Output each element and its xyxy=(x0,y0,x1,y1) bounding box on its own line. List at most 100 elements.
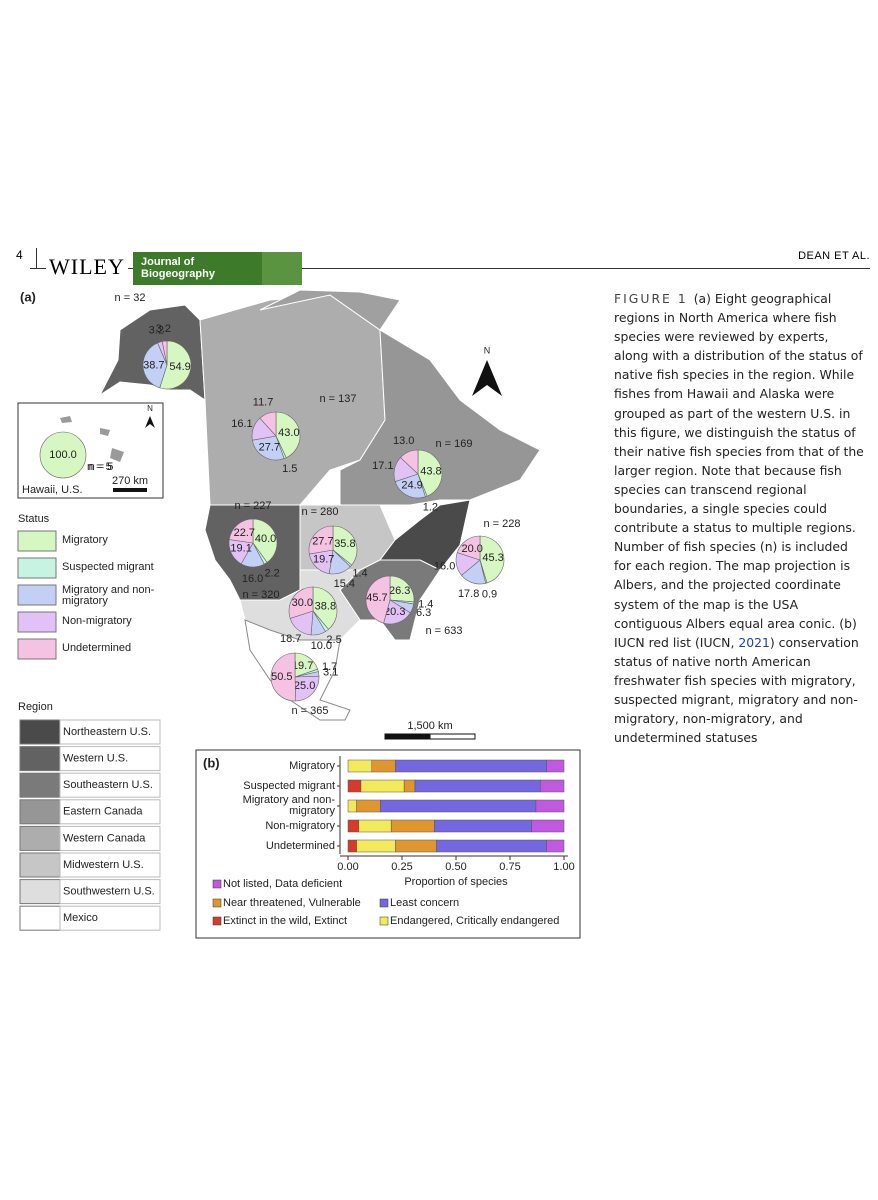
pie-label: 16.0 xyxy=(242,573,263,585)
bar-segment xyxy=(358,819,392,833)
legend-label-box: Migratory xyxy=(62,535,108,546)
pie-slice xyxy=(312,586,338,630)
legend-label: Least concern xyxy=(390,897,459,909)
pie-label: 19.1 xyxy=(230,543,251,555)
legend-swatch xyxy=(17,638,57,660)
inset-scale-bar xyxy=(113,488,147,492)
legend-row xyxy=(59,746,161,772)
legend-row xyxy=(59,799,161,825)
bar-segment xyxy=(356,799,381,813)
pie-label: 22.7 xyxy=(234,527,255,539)
north-arrow xyxy=(472,360,502,396)
pie-label: 1.7 xyxy=(322,661,337,673)
legend-swatch xyxy=(17,611,57,633)
pie-label: 20.0 xyxy=(462,543,483,555)
bar-segment xyxy=(535,799,565,813)
pie-n: n = 228 xyxy=(483,518,520,530)
pie-n: n = 633 xyxy=(425,625,462,637)
panel-label: (b) xyxy=(203,755,220,770)
pie-label: 17.8 xyxy=(458,588,479,600)
legend-title: Status xyxy=(18,513,50,525)
y-tick-label: Undetermined xyxy=(265,839,335,852)
y-tick-label: Non-migratory xyxy=(265,819,335,832)
inset-scale-label: 270 km xyxy=(112,475,148,487)
legend-swatch xyxy=(19,825,61,851)
journal-logo xyxy=(262,252,302,285)
pie-slice xyxy=(252,435,285,461)
legend-swatch xyxy=(19,905,61,931)
pie-n: n = 32 xyxy=(115,292,146,304)
pie-label: 17.1 xyxy=(372,460,393,472)
inset-north xyxy=(145,416,155,428)
legend-row xyxy=(59,772,161,798)
pie-label: 0.9 xyxy=(482,589,497,601)
pie-label: 27.7 xyxy=(259,441,280,453)
header-tick xyxy=(36,248,37,268)
legend-label-box: Suspected migrant xyxy=(62,562,154,573)
pie-slice xyxy=(417,449,443,497)
pie-n: n = 280 xyxy=(301,506,338,518)
pie-slice xyxy=(39,431,87,479)
pie-slice xyxy=(288,586,314,619)
bar-segment xyxy=(371,759,396,773)
x-tick-label: 0.50 xyxy=(445,861,466,873)
bar-segment xyxy=(546,839,565,853)
legend-label: Northeastern U.S. xyxy=(63,726,151,738)
pie-label: 1.4 xyxy=(418,598,433,610)
pie-slice xyxy=(365,575,391,624)
pie-n: n = 5 xyxy=(89,461,114,473)
pie-label: 3.2 xyxy=(156,323,171,335)
pie-label: 16.1 xyxy=(231,418,252,430)
pie-label: 43.8 xyxy=(420,465,441,477)
legend-label: Migratory and non-migratory xyxy=(62,585,155,607)
y-tick-label-box: Suspected migrant xyxy=(243,779,335,792)
pie-slice xyxy=(456,535,481,561)
legend-label: Southeastern U.S. xyxy=(63,779,153,791)
pie-n: n = 227 xyxy=(234,500,271,512)
pie-label: 6.3 xyxy=(416,607,431,619)
legend-label: Non-migratory xyxy=(62,615,132,627)
pie-label: 2.5 xyxy=(326,634,341,646)
bar-segment xyxy=(403,779,416,793)
y-tick-label: Suspected migrant xyxy=(243,779,335,792)
running-head: DEAN ET AL. xyxy=(798,250,870,262)
bar-segment xyxy=(539,779,565,793)
bar-segment xyxy=(414,779,541,793)
legend-swatch xyxy=(212,898,222,908)
bar-segment xyxy=(436,839,547,853)
pie-label: 45.3 xyxy=(482,552,503,564)
pie-label: 54.9 xyxy=(169,361,190,373)
legend-row xyxy=(59,825,161,851)
inset-islands xyxy=(110,448,124,462)
caption-link[interactable]: 2021 xyxy=(738,634,770,650)
pie-slice xyxy=(142,342,168,389)
caption: FIGURE 1 (a) Eight geographical regions i… xyxy=(614,289,866,747)
bar-segment xyxy=(356,839,396,853)
pie-label: 45.7 xyxy=(366,592,387,604)
legend-swatch xyxy=(17,557,57,579)
pie-label: 30.0 xyxy=(292,597,313,609)
bar-segment xyxy=(390,819,435,833)
pie-label: 43.0 xyxy=(278,427,299,439)
y-tick-label-box: Non-migratory xyxy=(265,819,335,832)
pie-label: 19.7 xyxy=(292,660,313,672)
bar-segment xyxy=(434,819,532,833)
legend-label: Endangered, Critically endangered xyxy=(390,915,559,927)
pie-label: 1.4 xyxy=(352,568,367,580)
pie-label: 13.0 xyxy=(393,435,414,447)
pie-label: 50.5 xyxy=(271,671,292,683)
legend-row xyxy=(59,879,161,905)
legend-swatch xyxy=(19,799,61,825)
pie-label: 1.2 xyxy=(423,502,438,514)
legend-swatch xyxy=(17,530,57,552)
header-rule xyxy=(30,268,870,269)
legend-row xyxy=(59,852,161,878)
x-tick-label: 0.00 xyxy=(337,861,358,873)
x-tick-label: 0.25 xyxy=(391,861,412,873)
journal-banner xyxy=(133,252,262,285)
bar-segment xyxy=(380,799,537,813)
panel-label: (a) xyxy=(20,289,36,304)
legend-swatch xyxy=(19,772,61,798)
legend-swatch xyxy=(212,916,222,926)
